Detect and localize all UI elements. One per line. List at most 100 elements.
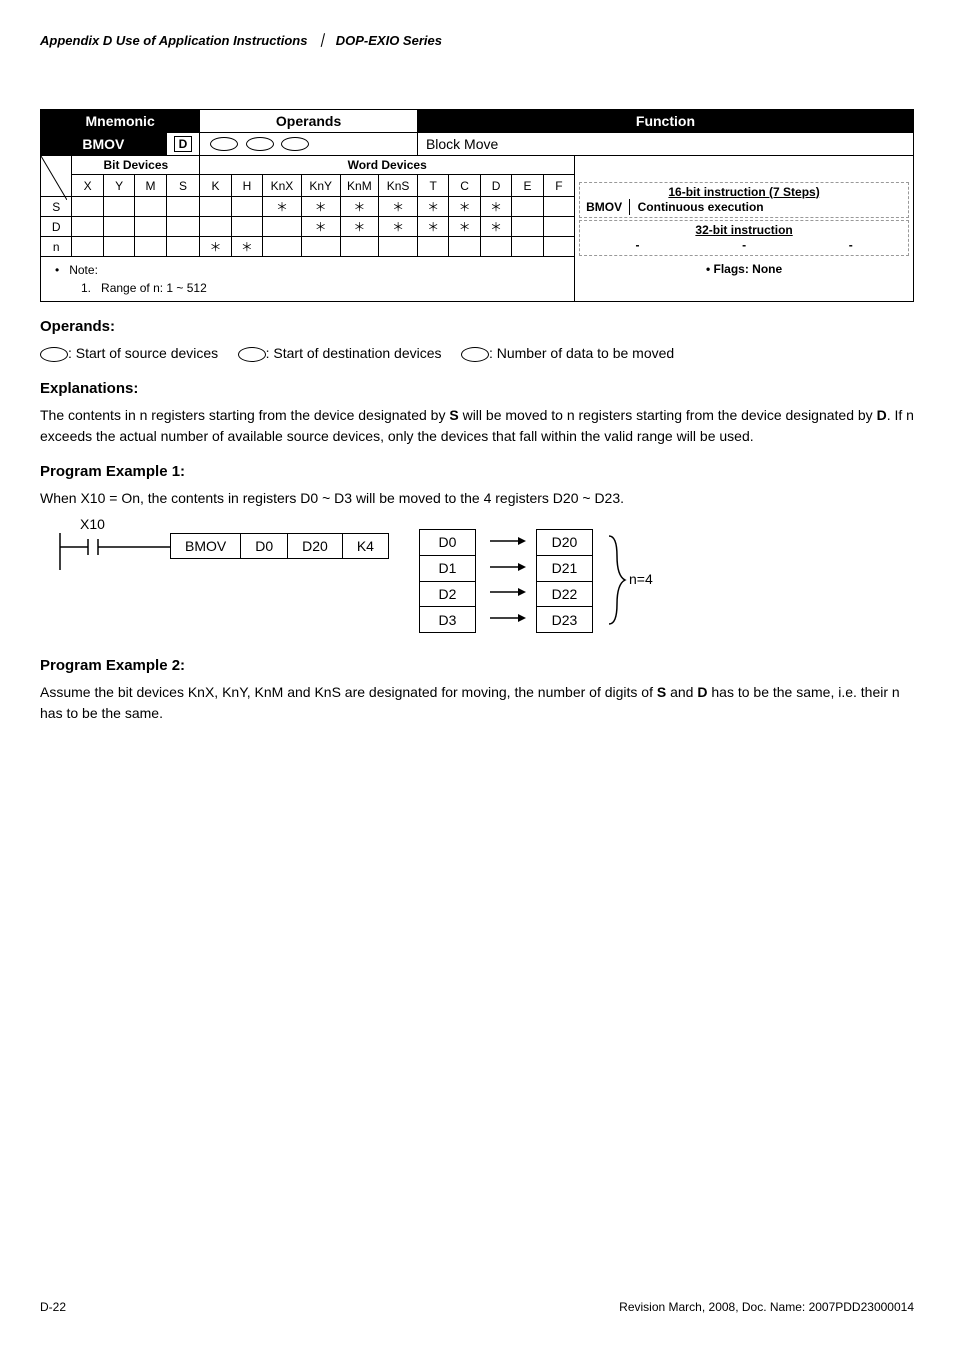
inst16-table: BMOV Continuous execution [584, 199, 904, 215]
inst-bmov: BMOV [171, 534, 241, 559]
example1-title: Program Example 1: [40, 463, 914, 480]
exp-a: The contents in n registers starting fro… [40, 407, 449, 423]
example2-text: Assume the bit devices KnX, KnY, KnM and… [40, 682, 914, 724]
inst32-box: 32-bit instruction - - - [579, 220, 909, 256]
d-d: ＊ [480, 217, 511, 237]
col-x: X [72, 175, 103, 197]
explanations-title: Explanations: [40, 380, 914, 397]
d-kny: ＊ [301, 217, 340, 237]
dash2: - [691, 237, 798, 253]
col-h: H [231, 175, 262, 197]
inst-d20: D20 [288, 534, 343, 559]
operand-ovals [200, 133, 418, 156]
operands-title: Operands: [40, 318, 914, 335]
col-e: E [512, 175, 543, 197]
operands-header: Operands [200, 110, 418, 133]
device-header-row: Bit Devices Word Devices 16-bit instruct… [41, 156, 914, 175]
map-d0: D0 [419, 530, 475, 556]
inst16-bmov: BMOV [584, 199, 629, 215]
map-d2: D2 [419, 581, 475, 607]
col-kny: KnY [301, 175, 340, 197]
col-knx: KnX [263, 175, 302, 197]
operands-d: : Start of destination devices [266, 345, 442, 361]
operands-s: : Start of source devices [68, 345, 218, 361]
revision-text: Revision March, 2008, Doc. Name: 2007PDD… [619, 1300, 914, 1314]
operands-line: : Start of source devices : Start of des… [40, 343, 914, 364]
s-c: ＊ [449, 197, 480, 217]
map-d22: D22 [536, 581, 592, 607]
row-d-label: D [41, 217, 72, 237]
exp-s: S [449, 407, 458, 423]
map-d21: D21 [536, 555, 592, 581]
col-y: Y [103, 175, 134, 197]
d-c: ＊ [449, 217, 480, 237]
inst16-cont: Continuous execution [629, 199, 904, 215]
appendix-title: Appendix D Use of Application Instructio… [40, 33, 307, 48]
series-title: DOP-EXIO Series [336, 33, 442, 48]
diagonal-line [41, 156, 67, 200]
col-kns: KnS [379, 175, 418, 197]
page-header: Appendix D Use of Application Instructio… [40, 30, 914, 49]
inst16-box: 16-bit instruction (7 Steps) BMOV Contin… [579, 182, 909, 218]
note-line2: 1. Range of n: 1 ~ 512 [55, 281, 560, 295]
dash1: - [584, 237, 691, 253]
map-d3: D3 [419, 607, 475, 633]
col-knm: KnM [340, 175, 379, 197]
s-kny: ＊ [301, 197, 340, 217]
map-d23: D23 [536, 607, 592, 633]
arrow-1 [475, 555, 536, 581]
d-box-cell: D [166, 133, 200, 156]
flags-row: • Flags: None [579, 262, 909, 276]
s-knm: ＊ [340, 197, 379, 217]
col-f: F [543, 175, 574, 197]
col-k: K [200, 175, 231, 197]
d-t: ＊ [417, 217, 448, 237]
bmov-label: BMOV [41, 133, 167, 156]
mnemonic-row: BMOV D Block Move [41, 133, 914, 156]
note-label: Note: [69, 263, 98, 277]
brace-cell: n=4 [592, 530, 663, 633]
inst16-label: 16-bit instruction (7 Steps) [584, 185, 904, 199]
note-line1: • Note: [55, 263, 560, 277]
page-number: D-22 [40, 1300, 66, 1314]
ex2-s: S [657, 684, 666, 700]
oval-s-icon [40, 347, 68, 362]
mapping-table: D0 D20 n=4 D1 D21 D2 D22 D3 D23 [419, 529, 663, 633]
inst-k4: K4 [342, 534, 388, 559]
s-knx: ＊ [263, 197, 302, 217]
inst32-label: 32-bit instruction [584, 223, 904, 237]
word-devices-header: Word Devices [200, 156, 575, 175]
d-box: D [174, 136, 193, 152]
d-kns: ＊ [379, 217, 418, 237]
page-footer: D-22 Revision March, 2008, Doc. Name: 20… [0, 1300, 954, 1314]
block-move-label: Block Move [417, 133, 913, 156]
instruction-table: Mnemonic Operands Function BMOV D Block … [40, 109, 914, 302]
d-knm: ＊ [340, 217, 379, 237]
exp-d: D [877, 407, 887, 423]
n-h: ＊ [231, 237, 262, 257]
example1-text: When X10 = On, the contents in registers… [40, 488, 914, 509]
flags-bullet: • [706, 262, 710, 276]
x10-label: X10 [80, 516, 105, 532]
dash3: - [797, 237, 904, 253]
col-d: D [480, 175, 511, 197]
brace-icon: n=4 [603, 532, 653, 628]
map-d1: D1 [419, 555, 475, 581]
oval-s [210, 137, 238, 151]
ex2-a: Assume the bit devices KnX, KnY, KnM and… [40, 684, 657, 700]
oval-n [281, 137, 309, 151]
mnemonic-header: Mnemonic [41, 110, 200, 133]
oval-n-icon [461, 347, 489, 362]
col-c: C [449, 175, 480, 197]
bit-devices-header: Bit Devices [72, 156, 200, 175]
instruction-box: BMOV D0 D20 K4 [170, 533, 389, 559]
note-num: 1. [81, 281, 91, 295]
note-bullet: • [55, 263, 59, 277]
explanations-text: The contents in n registers starting fro… [40, 405, 914, 447]
col-m: M [135, 175, 166, 197]
ex2-d: D [697, 684, 707, 700]
operands-n: : Number of data to be moved [489, 345, 674, 361]
n-k: ＊ [200, 237, 231, 257]
exp-c: will be moved to n registers starting fr… [459, 407, 877, 423]
arrow-3 [475, 607, 536, 633]
